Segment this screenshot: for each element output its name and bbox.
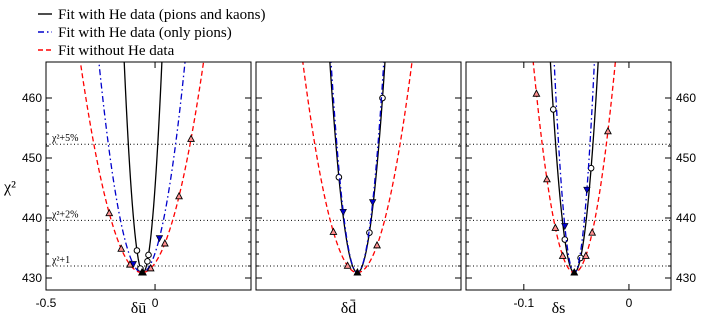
y-tick-label-left-0: 430 xyxy=(22,271,42,285)
marker-minimum xyxy=(138,268,146,276)
marker-triangle-up xyxy=(373,240,381,249)
marker-circle xyxy=(379,94,386,102)
marker-triangle-up xyxy=(175,191,183,200)
axes-labels: δū δd̄ δs 430 430 440 440 450 450 460 460 χ² χ²+5% χ²… xyxy=(3,91,696,317)
curves xyxy=(302,62,413,276)
threshold-label-0: χ²+5% xyxy=(51,133,78,144)
marker-minimum xyxy=(570,268,579,276)
panels: -0.5 0 -0.1 0 xyxy=(36,61,672,310)
marker-triangle-down xyxy=(368,199,377,207)
marker-circle xyxy=(549,106,557,113)
marker-triangle-down xyxy=(155,235,164,243)
series-solid-curve xyxy=(329,62,386,274)
panel-frame xyxy=(465,61,672,291)
marker-triangle-up xyxy=(160,239,169,247)
series-dashdot-curve xyxy=(330,62,385,274)
y-tick-label-left-3: 460 xyxy=(22,91,42,105)
marker-triangle-up xyxy=(581,251,590,259)
marker-minimum xyxy=(353,268,362,276)
y-tick-label-left-2: 450 xyxy=(22,151,42,165)
x-tick-label-1: 0 xyxy=(152,296,159,310)
marker-circle xyxy=(144,258,151,265)
x-axis-label-1: δū xyxy=(131,300,147,317)
marker-triangle-up xyxy=(146,263,155,272)
panel-frame xyxy=(255,61,462,291)
marker-triangle-down xyxy=(339,208,347,216)
threshold-label-2: χ²+1 xyxy=(51,255,70,266)
marker-triangle-up xyxy=(532,89,541,97)
legend-label-1: Fit with He data (only pions) xyxy=(58,25,232,41)
marker-triangle-up xyxy=(126,260,134,268)
marker-triangle-down xyxy=(561,223,569,231)
marker-circle xyxy=(133,247,141,254)
x-tick-label-0: -0.5 xyxy=(36,296,57,310)
curves xyxy=(532,62,617,276)
marker-triangle-up xyxy=(187,134,195,142)
x-tick-label-0: -0.1 xyxy=(513,296,534,310)
marker-circle xyxy=(335,173,343,181)
y-tick-label-left-1: 440 xyxy=(22,211,42,225)
panel-1: -0.5 0 xyxy=(36,61,252,310)
y-tick-label-right-0: 430 xyxy=(676,271,696,285)
y-tick-label-right-3: 460 xyxy=(676,91,696,105)
legend: Fit with He data (pions and kaons) Fit wi… xyxy=(38,7,265,59)
series-dashdot-curve xyxy=(98,62,186,274)
series-dashdot-curve xyxy=(553,62,596,274)
threshold-label-1: χ²+2% xyxy=(51,209,78,220)
marker-triangle-up xyxy=(588,228,597,236)
panel-frame xyxy=(45,61,252,291)
marker-triangle-up xyxy=(551,223,560,231)
curves xyxy=(79,62,205,276)
marker-circle xyxy=(145,251,152,259)
marker-triangle-down xyxy=(583,186,591,194)
x-axis-label-3: δs xyxy=(552,300,566,317)
panel-3: -0.1 0 xyxy=(465,61,672,310)
x-axis-label-2: δd̄ xyxy=(341,299,357,317)
y-tick-label-right-1: 440 xyxy=(676,211,696,225)
series-solid-curve xyxy=(549,62,599,274)
y-tick-label-right-2: 450 xyxy=(676,151,696,165)
marker-triangle-up xyxy=(603,126,612,135)
y-axis-label: χ² xyxy=(3,179,16,196)
marker-triangle-up xyxy=(105,208,114,217)
marker-triangle-up xyxy=(542,174,551,183)
marker-triangle-up xyxy=(117,244,126,252)
x-tick-label-1: 0 xyxy=(626,296,633,310)
marker-triangle-up xyxy=(343,261,352,269)
series-dashed-curve xyxy=(532,62,617,274)
marker-triangle-up xyxy=(558,251,567,259)
series-dashed-curve xyxy=(302,62,413,274)
panel-2 xyxy=(255,61,462,291)
legend-label-2: Fit without He data xyxy=(58,43,175,59)
marker-triangle-up xyxy=(329,227,338,235)
legend-label-0: Fit with He data (pions and kaons) xyxy=(58,7,265,23)
